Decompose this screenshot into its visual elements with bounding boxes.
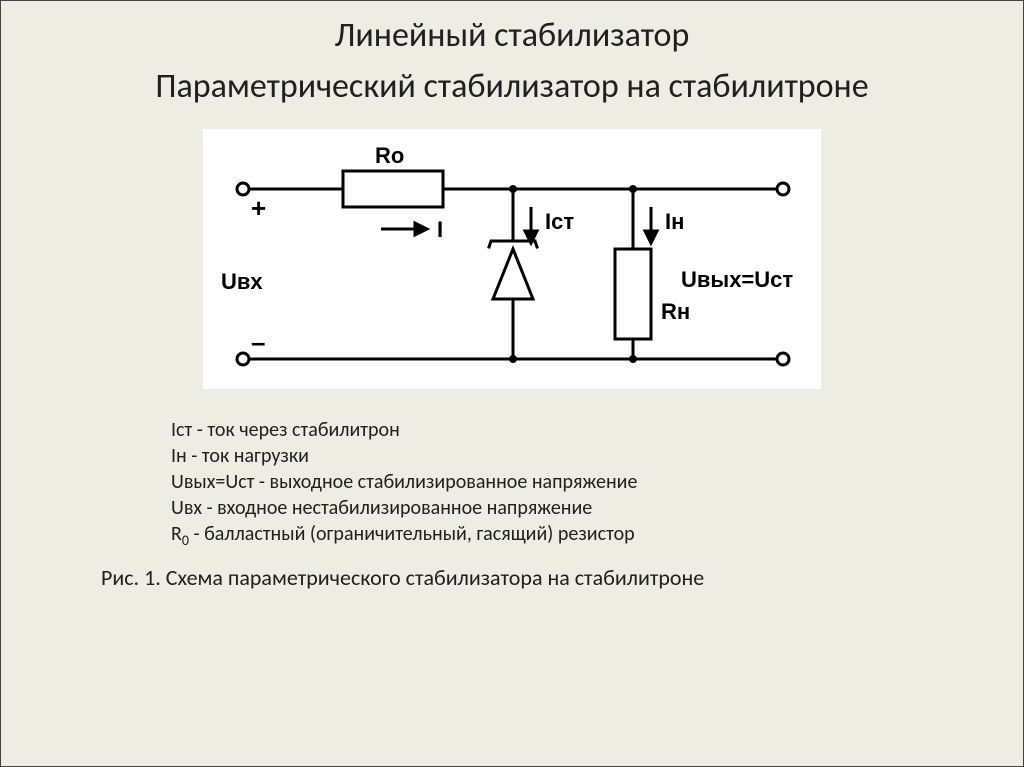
label-Ist: Iст xyxy=(545,209,574,234)
label-I: I xyxy=(437,217,443,242)
legend-item: Uвх - входное нестабилизированное напряж… xyxy=(171,495,1023,521)
circuit-svg: Ro I Iст Iн Uвх Uвых=Uст Rн + – xyxy=(203,129,821,389)
label-plus: + xyxy=(251,193,266,223)
legend-item: Iн - ток нагрузки xyxy=(171,443,1023,469)
label-Rn: Rн xyxy=(661,299,690,324)
label-minus: – xyxy=(251,327,265,357)
legend-item: R0 - балластный (ограничительный, гасящи… xyxy=(171,521,1023,550)
page-title-main: Линейный стабилизатор xyxy=(1,15,1023,56)
legend-item: Uвых=Uст - выходное стабилизированное на… xyxy=(171,469,1023,495)
page-title-sub: Параметрический стабилизатор на стабилит… xyxy=(1,66,1023,107)
circuit-diagram: Ro I Iст Iн Uвх Uвых=Uст Rн + – xyxy=(203,129,821,389)
legend: Iст - ток через стабилитрон Iн - ток наг… xyxy=(171,417,1023,550)
label-R0: Ro xyxy=(375,143,404,168)
label-Uout: Uвых=Uст xyxy=(681,267,793,292)
legend-item: Iст - ток через стабилитрон xyxy=(171,417,1023,443)
label-In: Iн xyxy=(665,209,684,234)
figure-caption: Рис. 1. Схема параметрического стабилиза… xyxy=(101,564,1023,591)
label-Uin: Uвх xyxy=(221,269,263,294)
